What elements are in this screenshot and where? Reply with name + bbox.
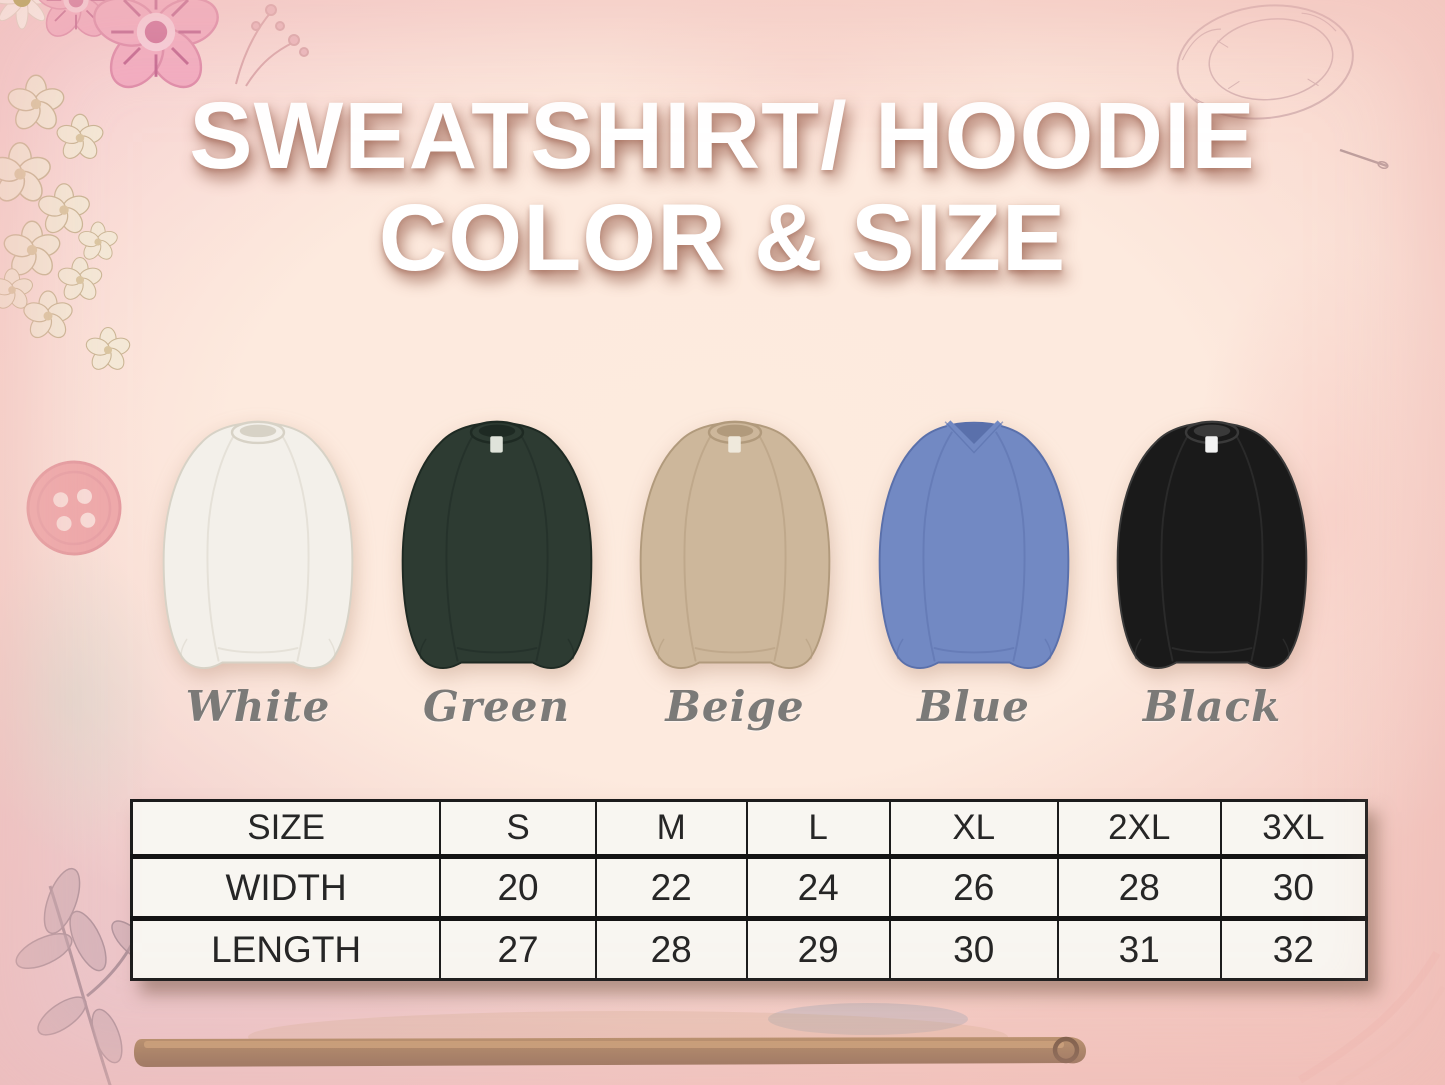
crew-collar	[1184, 420, 1240, 445]
column-header-m: M	[594, 800, 747, 859]
color-options-row: White Green	[150, 416, 1320, 731]
length-m: 28	[594, 918, 747, 980]
crew-collar	[469, 420, 524, 445]
daisy-flower	[0, 0, 54, 30]
width-l: 24	[745, 856, 890, 921]
color-option-green: Green	[389, 416, 605, 731]
column-header-l: L	[745, 800, 890, 859]
width-row: WIDTH 20 22 24 26 28 30	[130, 856, 1367, 921]
column-header-s: S	[439, 800, 596, 859]
title-line-2: COLOR & SIZE	[378, 184, 1067, 291]
color-option-blue: Blue	[866, 416, 1082, 731]
sweatshirt-illustration	[401, 420, 592, 669]
width-xl: 26	[888, 856, 1058, 921]
wooden-stick	[134, 1003, 1086, 1067]
row-label-width: WIDTH	[130, 856, 441, 921]
sweatshirt-illustration	[1116, 420, 1308, 669]
sweatshirt-illustration	[878, 420, 1069, 669]
color-label: Green	[423, 682, 570, 731]
width-s: 20	[439, 856, 596, 921]
column-header-xl: XL	[888, 800, 1058, 859]
neck-tag	[728, 436, 741, 453]
size-table-container: SIZE S M L XL 2XL 3XL WIDTH 20 22 24 26 …	[130, 799, 1368, 981]
cherry-blossom	[30, 0, 122, 44]
title-line-1: SWEATSHIRT/ HOODIE	[189, 83, 1256, 189]
width-3xl: 30	[1219, 856, 1367, 921]
column-header-2xl: 2XL	[1056, 800, 1221, 859]
color-label: White	[185, 682, 331, 731]
length-s: 27	[439, 918, 596, 980]
size-table: SIZE S M L XL 2XL 3XL WIDTH 20 22 24 26 …	[130, 799, 1368, 981]
color-label: Beige	[665, 682, 805, 731]
color-label: Black	[1142, 682, 1282, 731]
neck-tag	[1205, 436, 1218, 453]
page-title: SWEATSHIRT/ HOODIE COLOR & SIZE	[0, 83, 1445, 291]
column-header-3xl: 3XL	[1219, 800, 1367, 859]
color-option-black: Black	[1104, 416, 1320, 731]
crew-collar	[707, 420, 763, 445]
length-l: 29	[745, 918, 890, 980]
color-label: Blue	[917, 682, 1030, 731]
color-option-beige: Beige	[627, 416, 843, 731]
length-xl: 30	[888, 918, 1058, 980]
neck-tag	[489, 436, 503, 453]
pink-bud-spray	[235, 4, 309, 87]
v-neck-collar	[944, 420, 1003, 454]
column-header-size: SIZE	[130, 800, 441, 859]
size-table-header-row: SIZE S M L XL 2XL 3XL	[130, 800, 1367, 859]
length-2xl: 31	[1056, 918, 1221, 980]
sweatshirt-illustration	[639, 420, 831, 669]
crew-collar	[230, 420, 286, 445]
row-label-length: LENGTH	[130, 918, 441, 980]
length-row: LENGTH 27 28 29 30 31 32	[130, 918, 1367, 980]
width-2xl: 28	[1056, 856, 1221, 921]
width-m: 22	[594, 856, 747, 921]
sweatshirt-illustration	[162, 420, 354, 669]
length-3xl: 32	[1219, 918, 1367, 980]
color-option-white: White	[150, 416, 366, 731]
pink-sewing-button	[26, 460, 122, 556]
